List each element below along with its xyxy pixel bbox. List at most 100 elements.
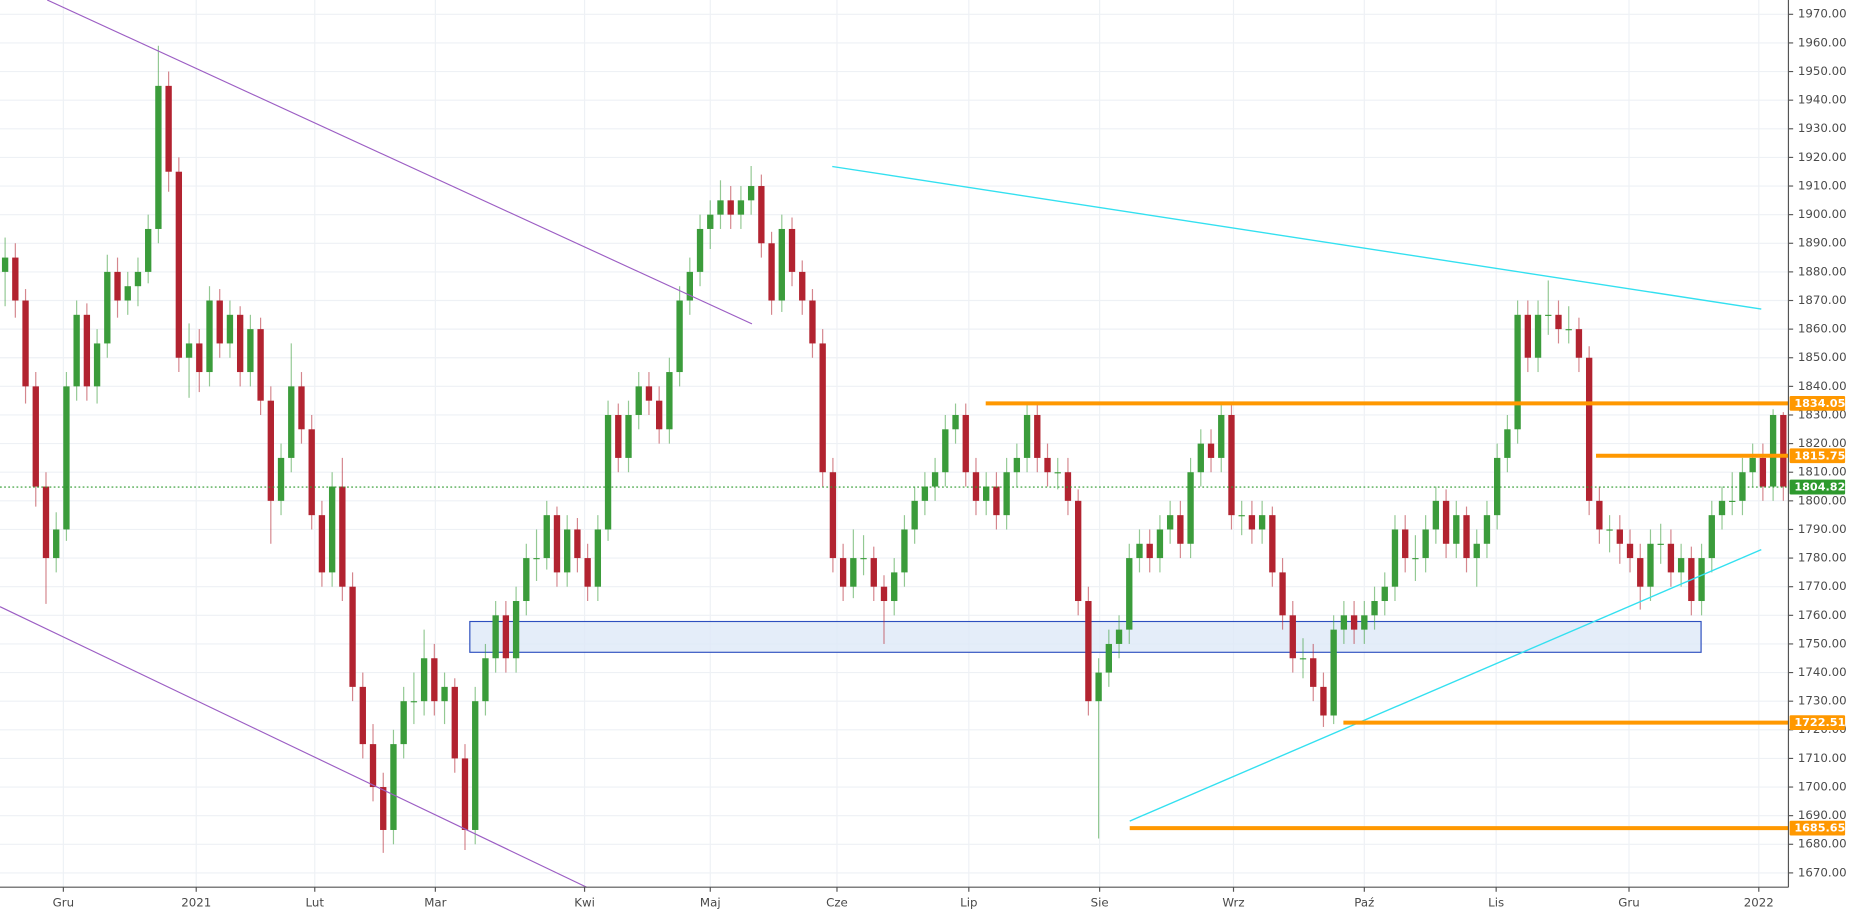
candle-body: [236, 314, 244, 373]
x-tick-label: Wrz: [1222, 896, 1244, 910]
candle-body: [1269, 515, 1276, 573]
candle-body: [226, 314, 234, 344]
candle-body: [1524, 314, 1532, 358]
y-tick-label: 1960.00: [1798, 36, 1847, 50]
candle-body: [655, 400, 663, 430]
candle-body: [104, 271, 111, 344]
candle-body: [247, 329, 254, 373]
candle-body: [420, 658, 428, 702]
candle-body: [216, 300, 223, 344]
candle-body: [53, 529, 60, 559]
y-tick-label: 1930.00: [1798, 121, 1847, 135]
candle-body: [829, 472, 837, 559]
y-tick-label: 1770.00: [1798, 579, 1847, 593]
candle-body: [1054, 472, 1061, 474]
candle-body: [380, 787, 387, 830]
candle-body: [1075, 500, 1082, 602]
candle-body: [676, 300, 683, 373]
candle-body: [1391, 529, 1399, 587]
candle-body: [1780, 414, 1787, 487]
y-tick-label: 1850.00: [1798, 350, 1847, 364]
candles: [1, 45, 1787, 853]
candle-body: [1095, 672, 1102, 702]
candle-body: [1575, 329, 1583, 358]
candle-body: [1279, 572, 1286, 616]
candle-body: [1299, 658, 1307, 660]
x-tick-label: 2022: [1744, 896, 1774, 910]
x-tick-label: Mar: [424, 896, 446, 910]
candle-body: [533, 558, 540, 560]
candle-body: [1657, 543, 1664, 545]
candle-body: [134, 271, 142, 287]
candle-body: [441, 686, 448, 702]
price-badge-label: 1685.65: [1794, 822, 1845, 835]
candle-body: [809, 300, 816, 344]
candle-body: [901, 529, 908, 573]
candle-body: [1412, 558, 1419, 560]
candle-body: [911, 500, 918, 530]
candle-body: [1115, 629, 1123, 644]
candle-body: [1739, 472, 1746, 501]
candle-body: [1166, 515, 1174, 530]
y-tick-label: 1740.00: [1798, 665, 1847, 679]
candle-body: [206, 300, 213, 373]
candle-body: [584, 558, 591, 587]
y-tick-label: 1730.00: [1798, 694, 1847, 708]
candle-body: [1402, 529, 1409, 559]
candle-body: [1534, 314, 1542, 358]
candle-body: [1759, 457, 1767, 487]
candle-body: [574, 529, 581, 559]
candle-body: [308, 429, 315, 516]
candle-body: [349, 586, 356, 687]
candle-body: [1064, 472, 1072, 501]
candle-body: [1034, 414, 1041, 458]
x-tick-label: Kwi: [574, 896, 595, 910]
candle-body: [1156, 529, 1164, 559]
y-tick-label: 1920.00: [1798, 150, 1847, 164]
candle-body: [32, 386, 39, 487]
candle-body: [512, 601, 520, 659]
x-tick-label: Lut: [306, 896, 325, 910]
axis-labels: 1670.001680.001690.001700.001710.001720.…: [53, 7, 1847, 910]
candle-body: [1126, 558, 1133, 630]
candle-body: [1483, 515, 1491, 544]
y-tick-label: 1880.00: [1798, 265, 1847, 279]
candle-body: [1453, 515, 1460, 544]
candle-body: [707, 214, 714, 229]
candle-body: [635, 386, 642, 415]
candle-body: [880, 586, 888, 602]
x-tick-label: Gru: [53, 896, 74, 910]
candle-body: [369, 744, 377, 788]
y-tick-label: 1750.00: [1798, 637, 1847, 651]
candle-body: [523, 558, 530, 602]
candle-body: [1565, 329, 1572, 331]
candle-body: [788, 228, 796, 272]
candle-body: [267, 400, 274, 501]
price-badge-label: 1722.51: [1794, 716, 1845, 729]
candle-body: [1003, 472, 1010, 516]
trendline: [0, 606, 587, 888]
price-badge: [1789, 395, 1846, 411]
y-tick-label: 1780.00: [1798, 551, 1847, 565]
candle-body: [155, 85, 162, 229]
candle-body: [1769, 414, 1777, 487]
candle-body: [390, 744, 397, 830]
trendline: [46, 0, 753, 325]
y-tick-label: 1700.00: [1798, 780, 1847, 794]
candle-body: [461, 758, 469, 830]
candle-body: [1350, 615, 1358, 630]
candle-body: [870, 558, 877, 587]
candle-body: [400, 701, 407, 745]
x-tick-label: Gru: [1618, 896, 1639, 910]
candle-body: [553, 515, 561, 573]
candle-body: [472, 701, 479, 830]
candle-body: [758, 186, 765, 244]
candle-body: [165, 85, 172, 172]
candle-body: [114, 271, 121, 301]
y-tick-label: 1940.00: [1798, 93, 1847, 107]
candle-body: [1667, 543, 1675, 573]
candle-body: [1320, 686, 1327, 716]
y-tick-label: 1970.00: [1798, 7, 1847, 21]
